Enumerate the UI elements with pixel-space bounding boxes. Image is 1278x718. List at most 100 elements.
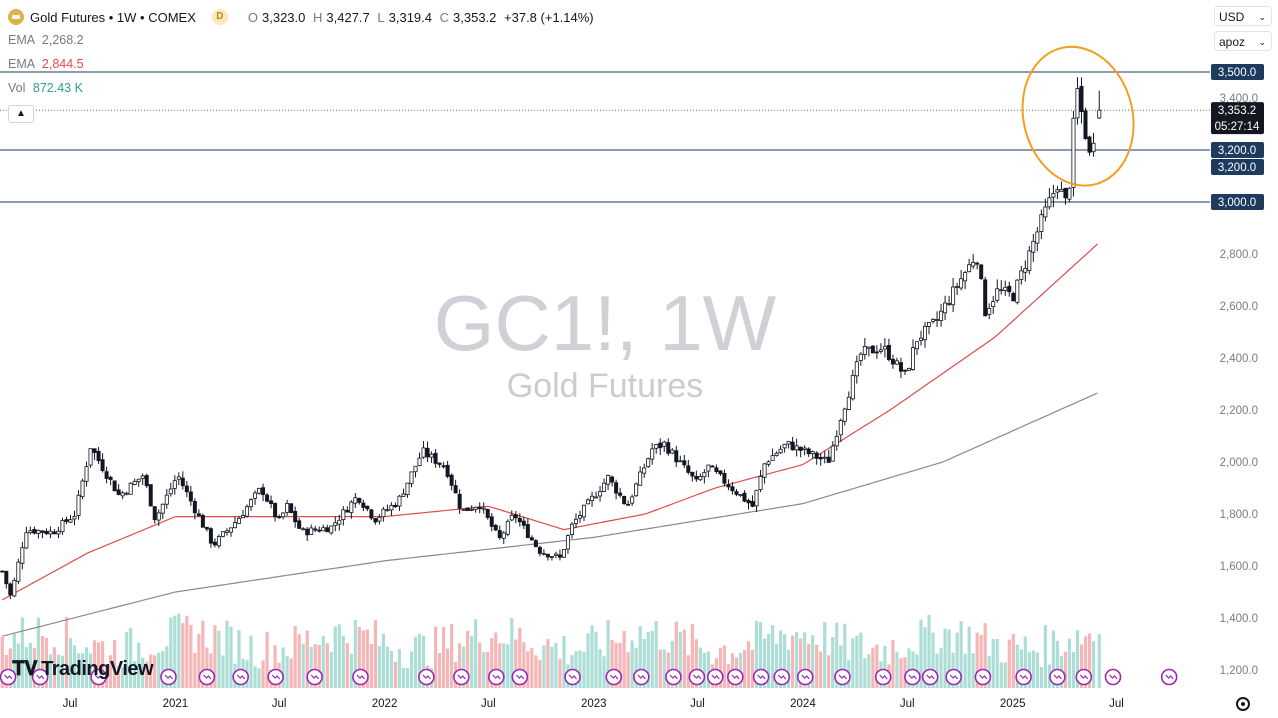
event-marker-icon[interactable] <box>1160 668 1178 686</box>
event-marker-icon[interactable] <box>198 668 216 686</box>
candle <box>409 471 414 488</box>
volume-bar <box>562 635 566 688</box>
volume-bar <box>52 647 57 688</box>
candle <box>662 440 667 452</box>
horizontal-levels[interactable] <box>0 71 1210 203</box>
level-price-tag <box>1211 194 1264 210</box>
event-arrow <box>1165 674 1174 680</box>
candle <box>68 514 73 524</box>
collapse-legend-button[interactable]: ▲ <box>8 105 34 123</box>
candle <box>461 508 466 511</box>
event-markers[interactable] <box>0 668 1178 686</box>
candle <box>517 513 522 527</box>
candle-body <box>245 506 250 517</box>
event-marker-icon[interactable] <box>974 668 992 686</box>
volume-bar <box>530 648 534 688</box>
candle-body <box>947 303 952 305</box>
candle <box>878 343 883 354</box>
candle-body <box>493 524 498 531</box>
highlight-circle[interactable] <box>1008 35 1148 198</box>
event-marker-icon[interactable] <box>564 668 581 686</box>
event-marker-icon[interactable] <box>453 668 470 686</box>
candle <box>40 530 45 539</box>
event-marker-icon[interactable] <box>232 668 250 686</box>
event-marker-icon[interactable] <box>90 668 107 686</box>
candle-body <box>441 465 446 468</box>
last-price-tag-text: 3,353.2 <box>1218 105 1256 117</box>
event-marker-icon[interactable] <box>1015 668 1032 686</box>
highlight-ellipse[interactable] <box>1008 35 1148 198</box>
event-marker-icon[interactable] <box>488 668 505 686</box>
candle-body <box>72 515 77 520</box>
candle <box>385 504 390 512</box>
event-marker-icon[interactable] <box>921 668 939 686</box>
volume-bar <box>762 638 767 688</box>
interval-badge[interactable]: D <box>211 9 228 25</box>
symbol-legend[interactable]: Gold Futures • 1W • COMEX D O 3,323.0 H 3,… <box>8 8 598 26</box>
event-marker-icon[interactable] <box>874 668 892 686</box>
candle-body <box>1067 187 1072 200</box>
candle <box>0 570 5 573</box>
event-marker-icon[interactable] <box>904 668 921 686</box>
candle <box>1003 280 1008 296</box>
event-marker-icon[interactable] <box>834 668 851 686</box>
candle <box>273 502 278 522</box>
candle <box>245 504 250 518</box>
candle-body <box>513 514 518 519</box>
candle-body <box>578 515 583 519</box>
tradingview-logo[interactable]: 𝐓𝐕 TradingView <box>12 658 154 681</box>
event-marker-icon[interactable] <box>706 668 724 686</box>
event-marker-icon[interactable] <box>665 668 682 686</box>
symbol-title[interactable]: Gold Futures • 1W • COMEX <box>30 9 196 25</box>
candle <box>148 484 153 507</box>
scale-mode-select[interactable]: apoz ⌄ <box>1214 31 1272 51</box>
currency-select[interactable]: USD ⌄ <box>1214 6 1272 26</box>
candle <box>614 479 619 500</box>
volume-bar <box>68 637 73 688</box>
event-marker-icon[interactable] <box>418 668 435 686</box>
event-marker-icon[interactable] <box>1104 668 1122 686</box>
candle-body <box>481 507 486 510</box>
volume-bar <box>197 634 201 688</box>
candle <box>16 558 21 585</box>
event-marker-icon[interactable] <box>511 668 529 686</box>
settings-gear-icon[interactable] <box>1236 697 1250 711</box>
event-marker-icon[interactable] <box>796 668 814 686</box>
event-marker-icon[interactable] <box>1049 668 1066 686</box>
event-marker-icon[interactable] <box>352 668 369 686</box>
event-marker-icon[interactable] <box>773 668 791 686</box>
indicator-ema-slow[interactable]: EMA 2,268.2 <box>8 33 84 47</box>
event-marker-icon[interactable] <box>605 668 623 686</box>
event-marker-icon[interactable] <box>1075 668 1093 686</box>
price-axis[interactable]: 1,200.0 1,400.0 1,600.0 1,800.0 2,000.0 2,200… <box>1220 93 1258 677</box>
candle <box>790 436 795 451</box>
event-marker-icon[interactable] <box>160 668 177 686</box>
volume-bar <box>309 647 313 688</box>
candle <box>766 460 771 467</box>
candle-body <box>549 556 554 558</box>
candle <box>124 491 129 496</box>
event-marker-icon[interactable] <box>0 668 17 686</box>
candle-body <box>92 448 97 453</box>
indicator-ema-fast[interactable]: EMA 2,844.5 <box>8 57 84 71</box>
candle-body <box>361 502 366 508</box>
level-price-tag <box>1211 64 1264 80</box>
event-marker-icon[interactable] <box>752 668 770 686</box>
volume-bar <box>602 656 606 688</box>
event-marker-icon[interactable] <box>688 668 706 686</box>
candle <box>477 502 482 514</box>
event-marker-icon[interactable] <box>306 668 323 686</box>
event-marker-icon[interactable] <box>31 668 49 686</box>
volume-bar <box>125 632 129 688</box>
candle <box>975 261 980 270</box>
event-marker-icon[interactable] <box>945 668 962 686</box>
candle-body <box>1047 197 1052 208</box>
event-marker-icon[interactable] <box>727 668 744 686</box>
time-axis[interactable]: Jul 2021 Jul 2022 Jul 2023 Jul 2024 Jul 2025 Jul <box>63 698 1124 710</box>
candle <box>690 471 695 482</box>
candle-body <box>774 452 779 456</box>
event-marker-icon[interactable] <box>633 668 650 686</box>
event-marker-icon[interactable] <box>267 668 284 686</box>
indicator-volume[interactable]: Vol 872.43 K <box>8 81 83 95</box>
